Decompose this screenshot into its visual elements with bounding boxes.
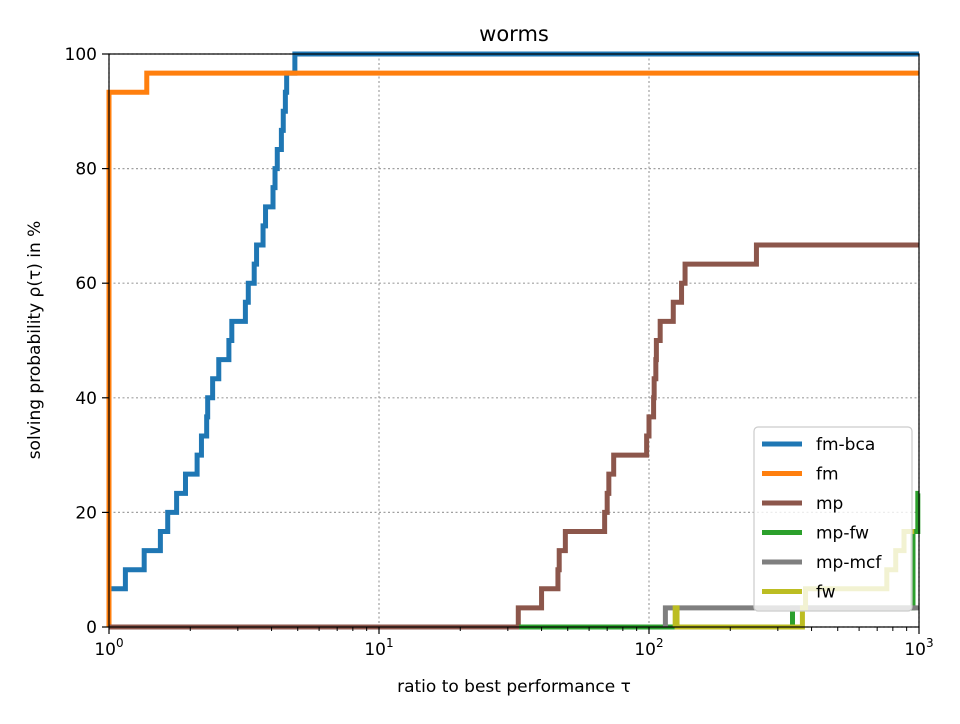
y-tick-label: 40 (75, 389, 97, 409)
legend-label-fm-bca: fm-bca (816, 435, 875, 455)
plot-frame (108, 53, 920, 628)
x-tick-label: 103 (904, 636, 933, 660)
y-tick-label: 20 (75, 503, 97, 523)
legend-label-fw: fw (816, 583, 836, 603)
y-tick-label: 100 (65, 45, 97, 65)
x-tick-label: 102 (634, 636, 663, 660)
series-line-mp-fw (519, 490, 921, 630)
y-tick-label: 0 (86, 618, 97, 638)
legend-label-mp-fw: mp-fw (816, 524, 869, 544)
legend-label-mp-mcf: mp-mcf (816, 553, 882, 573)
legend-label-fm: fm (816, 465, 839, 485)
x-axis-label: ratio to best performance τ (397, 677, 631, 697)
legend: fm-bca fm mp mp-fw mp-mcf fw (753, 426, 913, 612)
series-line-fm-bca (106, 51, 919, 627)
y-tick-label: 60 (75, 274, 97, 294)
x-tick-label: 101 (364, 636, 393, 660)
chart-title: worms (479, 22, 549, 46)
x-tick-label: 100 (94, 636, 123, 660)
series-line-mp (109, 242, 919, 630)
legend-label-mp: mp (816, 494, 843, 514)
tick-layer: 100 101 102 103 0 20 40 60 80 100 (65, 45, 934, 660)
y-tick-label: 80 (75, 160, 97, 180)
y-axis-label: solving probability ρ(τ) in % (25, 221, 45, 460)
